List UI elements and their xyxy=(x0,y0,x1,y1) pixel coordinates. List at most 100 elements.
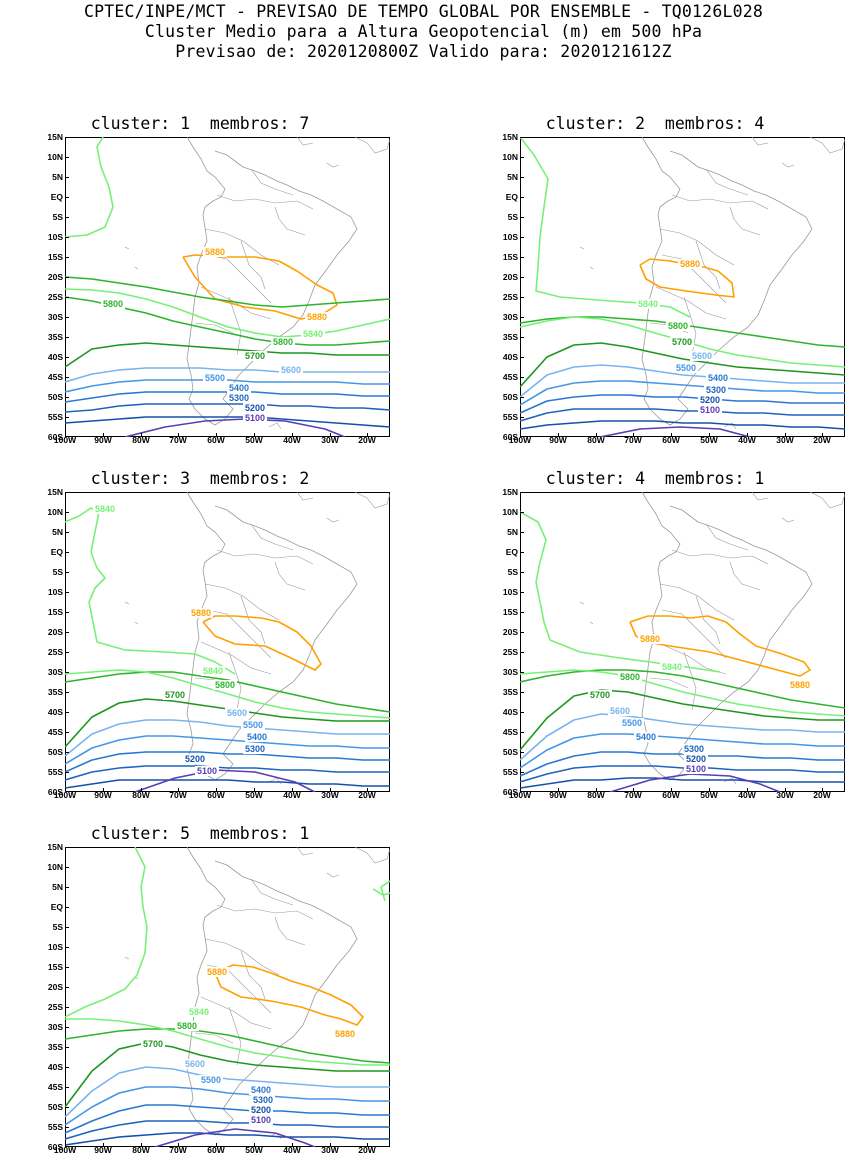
contour-5200 xyxy=(520,420,845,430)
contour-5400 xyxy=(520,394,845,414)
lon-label: 100W xyxy=(53,790,77,800)
lat-label: 5N xyxy=(507,527,518,537)
contour-5840 xyxy=(380,880,390,902)
lon-label: 20W xyxy=(358,790,376,800)
coastline-south-america xyxy=(641,137,813,426)
contour-label: 5200 xyxy=(185,754,205,764)
contour-5700 xyxy=(520,689,845,751)
country-border xyxy=(216,904,314,920)
contour-5700 xyxy=(65,1042,390,1108)
contour-5100 xyxy=(134,769,316,792)
contour-5300 xyxy=(520,765,845,783)
contour-5880 xyxy=(214,964,364,1026)
lon-label: 100W xyxy=(508,790,532,800)
coastline-island xyxy=(124,246,139,270)
country-border xyxy=(250,523,294,551)
lat-label: 50S xyxy=(47,1102,63,1112)
panel-title: cluster: 5 membros: 1 xyxy=(90,824,310,843)
contour-label-bg xyxy=(698,395,722,405)
lat-label: 15S xyxy=(47,962,63,972)
lon-label: 80W xyxy=(132,1145,150,1155)
contour-label-bg xyxy=(187,1007,211,1017)
country-border xyxy=(216,549,314,565)
contour-5600 xyxy=(520,364,845,398)
country-border xyxy=(240,950,266,1000)
contour-5880 xyxy=(639,258,735,298)
lat-label: 45S xyxy=(502,372,518,382)
coastline-island xyxy=(296,492,314,501)
lat-label: 25S xyxy=(47,1002,63,1012)
lat-label: 10S xyxy=(502,587,518,597)
contour-5400 xyxy=(65,1104,390,1134)
contour-5500 xyxy=(520,380,845,406)
contour-label: 5880 xyxy=(680,259,700,269)
contour-5600 xyxy=(65,367,390,383)
coastline-layer xyxy=(579,137,845,430)
contour-map: 5840 5880 5840 5800 5700 5600 5500 5400 5300 5200… xyxy=(65,492,390,792)
lat-label: 50S xyxy=(47,747,63,757)
lat-label: 15N xyxy=(502,487,518,497)
lon-label: 50W xyxy=(245,435,263,445)
coastline-island xyxy=(809,492,845,509)
coastline-island xyxy=(326,162,340,168)
contour-label: 5880 xyxy=(307,312,327,322)
contour-label-bg xyxy=(684,754,708,764)
contour-label-bg xyxy=(684,764,708,774)
contour-label: 5500 xyxy=(205,373,225,383)
country-border xyxy=(194,1032,234,1044)
contour-layer xyxy=(65,137,390,437)
lon-label: 80W xyxy=(587,435,605,445)
coastline-island xyxy=(296,137,314,146)
lon-label: 50W xyxy=(245,1145,263,1155)
contour-label: 5700 xyxy=(245,351,265,361)
lat-label: 10N xyxy=(502,152,518,162)
lat-label: 15S xyxy=(502,607,518,617)
lat-label: 15N xyxy=(502,132,518,142)
country-border xyxy=(228,296,242,356)
contour-label: 5400 xyxy=(251,1085,271,1095)
contour-label: 5800 xyxy=(273,337,293,347)
coastline-layer xyxy=(124,137,390,430)
contour-label: 5800 xyxy=(668,321,688,331)
contour-5840 xyxy=(65,288,390,338)
lon-label: 60W xyxy=(207,435,225,445)
lat-label: 40S xyxy=(47,707,63,717)
coastline-south-america xyxy=(186,492,358,781)
lat-label: 15S xyxy=(502,252,518,262)
contour-5200 xyxy=(65,1132,390,1146)
coastline-island xyxy=(751,492,769,501)
panel-title: cluster: 2 membros: 4 xyxy=(545,114,765,133)
lon-label: 40W xyxy=(283,435,301,445)
lat-label: 15S xyxy=(47,607,63,617)
contour-5300 xyxy=(65,403,390,413)
lat-label: 50S xyxy=(502,747,518,757)
lon-label: 90W xyxy=(94,1145,112,1155)
contour-label-bg xyxy=(243,403,267,413)
contour-label: 5100 xyxy=(245,413,265,423)
country-border xyxy=(695,240,721,290)
contour-label: 5100 xyxy=(197,766,217,776)
contour-label-bg xyxy=(251,1095,275,1105)
lon-label: 30W xyxy=(321,1145,339,1155)
lon-label: 100W xyxy=(508,435,532,445)
country-border xyxy=(240,595,266,645)
lat-label: 5S xyxy=(507,567,518,577)
contour-label: 5880 xyxy=(207,967,227,977)
lat-label: 5N xyxy=(507,172,518,182)
contour-label-bg xyxy=(301,329,325,339)
country-border xyxy=(194,322,234,334)
contour-5840 xyxy=(65,669,390,719)
contour-label-bg xyxy=(189,608,213,618)
lon-label: 30W xyxy=(776,790,794,800)
contour-5300 xyxy=(65,1120,390,1140)
lat-label: 30S xyxy=(47,1022,63,1032)
contour-label: 5400 xyxy=(708,373,728,383)
panel-title: cluster: 1 membros: 7 xyxy=(90,114,310,133)
lat-label: 5N xyxy=(52,527,63,537)
lon-label: 30W xyxy=(321,435,339,445)
country-border xyxy=(274,561,306,591)
contour-label: 5600 xyxy=(227,708,247,718)
contour-label: 5840 xyxy=(203,666,223,676)
contour-5880 xyxy=(629,615,811,677)
lat-label: EQ xyxy=(50,547,63,557)
